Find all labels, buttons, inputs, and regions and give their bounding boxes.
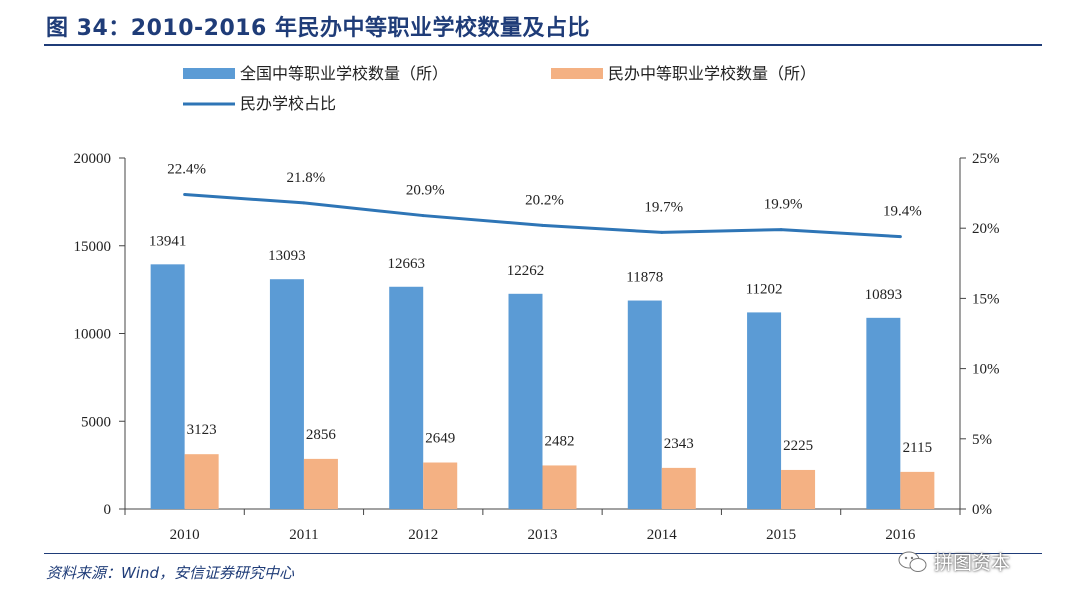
watermark: 拼图资本 [898, 548, 1010, 575]
data-label-national: 11202 [746, 281, 783, 297]
data-label-private: 2225 [783, 438, 813, 454]
figure-title: 图 34：2010-2016 年民办中等职业学校数量及占比 [46, 16, 591, 41]
wechat-icon [898, 551, 927, 572]
title-divider [44, 44, 1042, 46]
source-note: 资料来源：Wind，安信证券研究中心 [46, 564, 295, 582]
bar-private [900, 471, 935, 509]
data-label-ratio: 19.7% [644, 199, 683, 215]
data-label-private: 2343 [664, 436, 694, 452]
data-label-private: 2115 [903, 440, 932, 456]
ratio-point [660, 230, 664, 234]
ratio-point [541, 223, 544, 227]
ratio-point [183, 193, 187, 197]
x-tick-label: 2010 [170, 527, 200, 543]
bar-private [661, 467, 696, 509]
x-tick-label: 2012 [408, 527, 438, 543]
data-label-national: 13093 [268, 248, 306, 264]
y-right-tick-label: 20% [972, 221, 1000, 237]
data-label-ratio: 20.9% [406, 183, 445, 199]
bar-private [184, 454, 219, 509]
ratio-point [779, 228, 783, 232]
ratio-point [302, 201, 306, 205]
bar-national [866, 317, 901, 509]
y-right-tick-label: 25% [972, 151, 1000, 167]
bar-national [269, 279, 304, 509]
data-label-ratio: 22.4% [167, 162, 206, 178]
x-tick-label: 2016 [885, 527, 916, 543]
x-tick-label: 2015 [766, 527, 796, 543]
data-label-national: 11878 [626, 270, 663, 286]
bar-national [150, 264, 185, 509]
x-tick-label: 2014 [647, 527, 678, 543]
combo-chart: 全国中等职业学校数量（所） 民办中等职业学校数量（所） 民办学校占比 0 5000 100… [74, 64, 1000, 543]
bar-private [781, 469, 816, 509]
data-label-private: 2482 [545, 433, 575, 449]
data-label-national: 12262 [507, 263, 545, 279]
y-right-tick-label: 5% [972, 432, 992, 448]
data-label-ratio: 20.2% [525, 192, 564, 208]
legend-label-0: 全国中等职业学校数量（所） [240, 64, 448, 83]
data-label-private: 3123 [187, 422, 217, 438]
legend-swatch-1 [551, 68, 603, 79]
ratio-point [898, 235, 902, 239]
legend-label-2: 民办学校占比 [240, 94, 336, 113]
data-label-national: 10893 [865, 287, 903, 303]
y-left-tick-label: 0 [104, 502, 112, 518]
y-right-tick-label: 10% [972, 362, 1000, 378]
data-label-private: 2856 [306, 427, 337, 443]
y-right-tick-label: 0% [972, 502, 992, 518]
bar-private [542, 465, 577, 509]
bar-national [627, 300, 662, 509]
data-label-national: 13941 [149, 233, 187, 249]
bar-national [508, 293, 543, 509]
y-left-tick-label: 20000 [74, 151, 112, 167]
bar-national [747, 312, 782, 509]
bar-national [389, 286, 424, 509]
data-label-private: 2649 [425, 431, 455, 447]
data-label-ratio: 21.8% [287, 170, 326, 186]
x-tick-label: 2013 [528, 527, 558, 543]
y-right-tick-label: 15% [972, 291, 1000, 307]
data-label-national: 12663 [387, 256, 425, 272]
footer-divider [44, 553, 1042, 554]
data-label-ratio: 19.9% [764, 197, 803, 213]
bar-private [423, 462, 458, 509]
bar-private [303, 458, 338, 509]
y-left-tick-label: 15000 [74, 239, 112, 255]
legend-swatch-0 [183, 68, 235, 79]
watermark-text: 拼图资本 [934, 552, 1011, 574]
data-label-ratio: 19.4% [883, 204, 922, 220]
ratio-point [421, 214, 425, 218]
y-left-tick-label: 10000 [74, 327, 112, 343]
y-left-tick-label: 5000 [81, 414, 111, 430]
legend-label-1: 民办中等职业学校数量（所） [608, 64, 816, 83]
x-tick-label: 2011 [289, 527, 318, 543]
